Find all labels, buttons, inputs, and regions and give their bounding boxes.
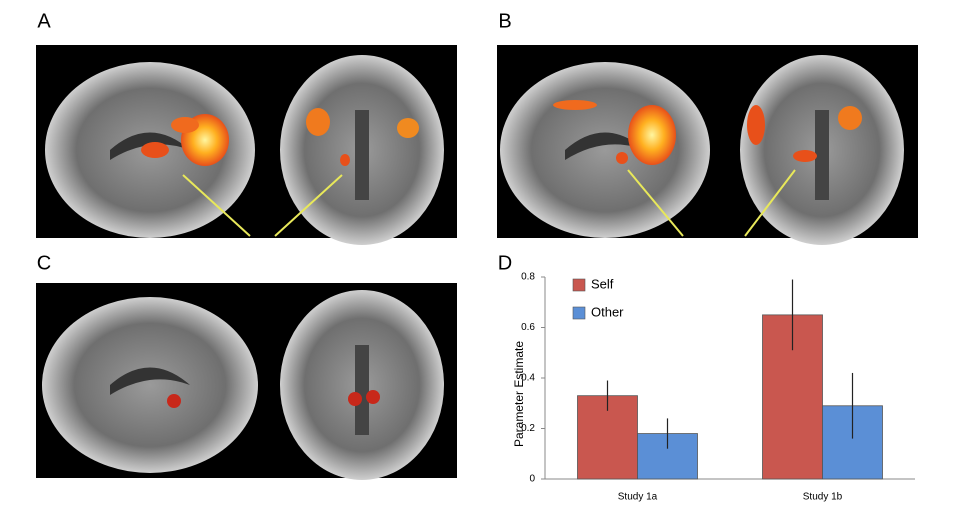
y-tick-label: 0.6: [521, 322, 535, 333]
y-tick-label: 0.4: [521, 373, 535, 384]
legend-swatch: [572, 306, 586, 320]
panel-label: A: [37, 10, 51, 32]
legend-label: Self: [591, 276, 614, 291]
y-axis-label: Parameter Estimate: [512, 341, 526, 447]
y-tick-label: 0.8: [521, 272, 535, 283]
legend-swatch: [572, 278, 586, 292]
x-tick-label: Study 1a: [618, 492, 658, 503]
y-tick-label: 0: [529, 474, 535, 485]
panel-label: D: [498, 252, 512, 274]
panel-label: C: [37, 252, 51, 274]
bar-chart: Parameter Estimate: [512, 341, 526, 447]
y-tick-label: 0.2: [521, 423, 535, 434]
panel-label: B: [498, 10, 511, 32]
legend-label: Other: [591, 304, 624, 319]
x-tick-label: Study 1b: [803, 492, 843, 503]
brain-panels: [36, 45, 918, 480]
